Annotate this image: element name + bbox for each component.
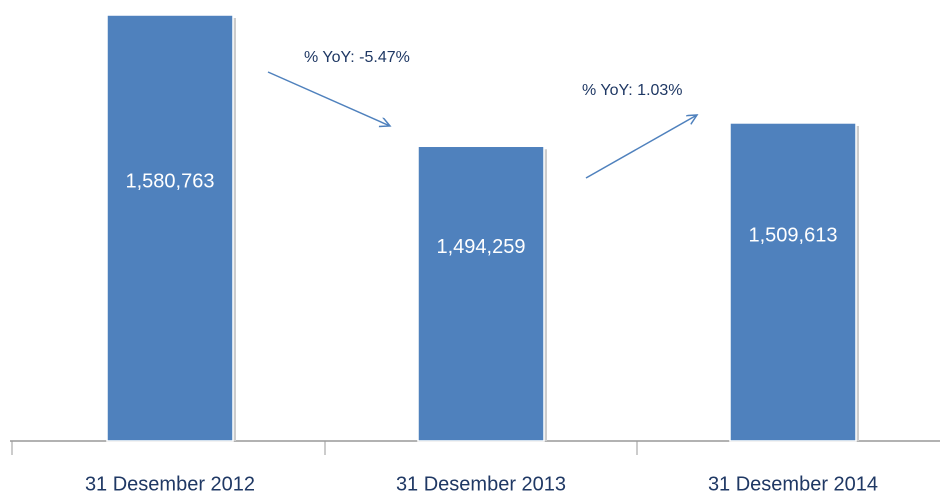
- x-tick-label: 31 Desember 2014: [708, 473, 878, 495]
- value-label: 1,509,613: [749, 224, 838, 246]
- x-tick-label: 31 Desember 2013: [396, 473, 566, 495]
- value-label: 1,580,763: [126, 170, 215, 192]
- bar: [106, 14, 234, 442]
- x-tick-label: 31 Desember 2012: [85, 473, 255, 495]
- annotation: % YoY: 1.03%: [582, 82, 683, 99]
- arrow: [267, 71, 390, 126]
- bar: [417, 145, 545, 442]
- value-label: 1,494,259: [437, 236, 526, 258]
- bar: [729, 122, 857, 442]
- annotation: % YoY: -5.47%: [304, 49, 410, 66]
- arrow: [585, 115, 697, 179]
